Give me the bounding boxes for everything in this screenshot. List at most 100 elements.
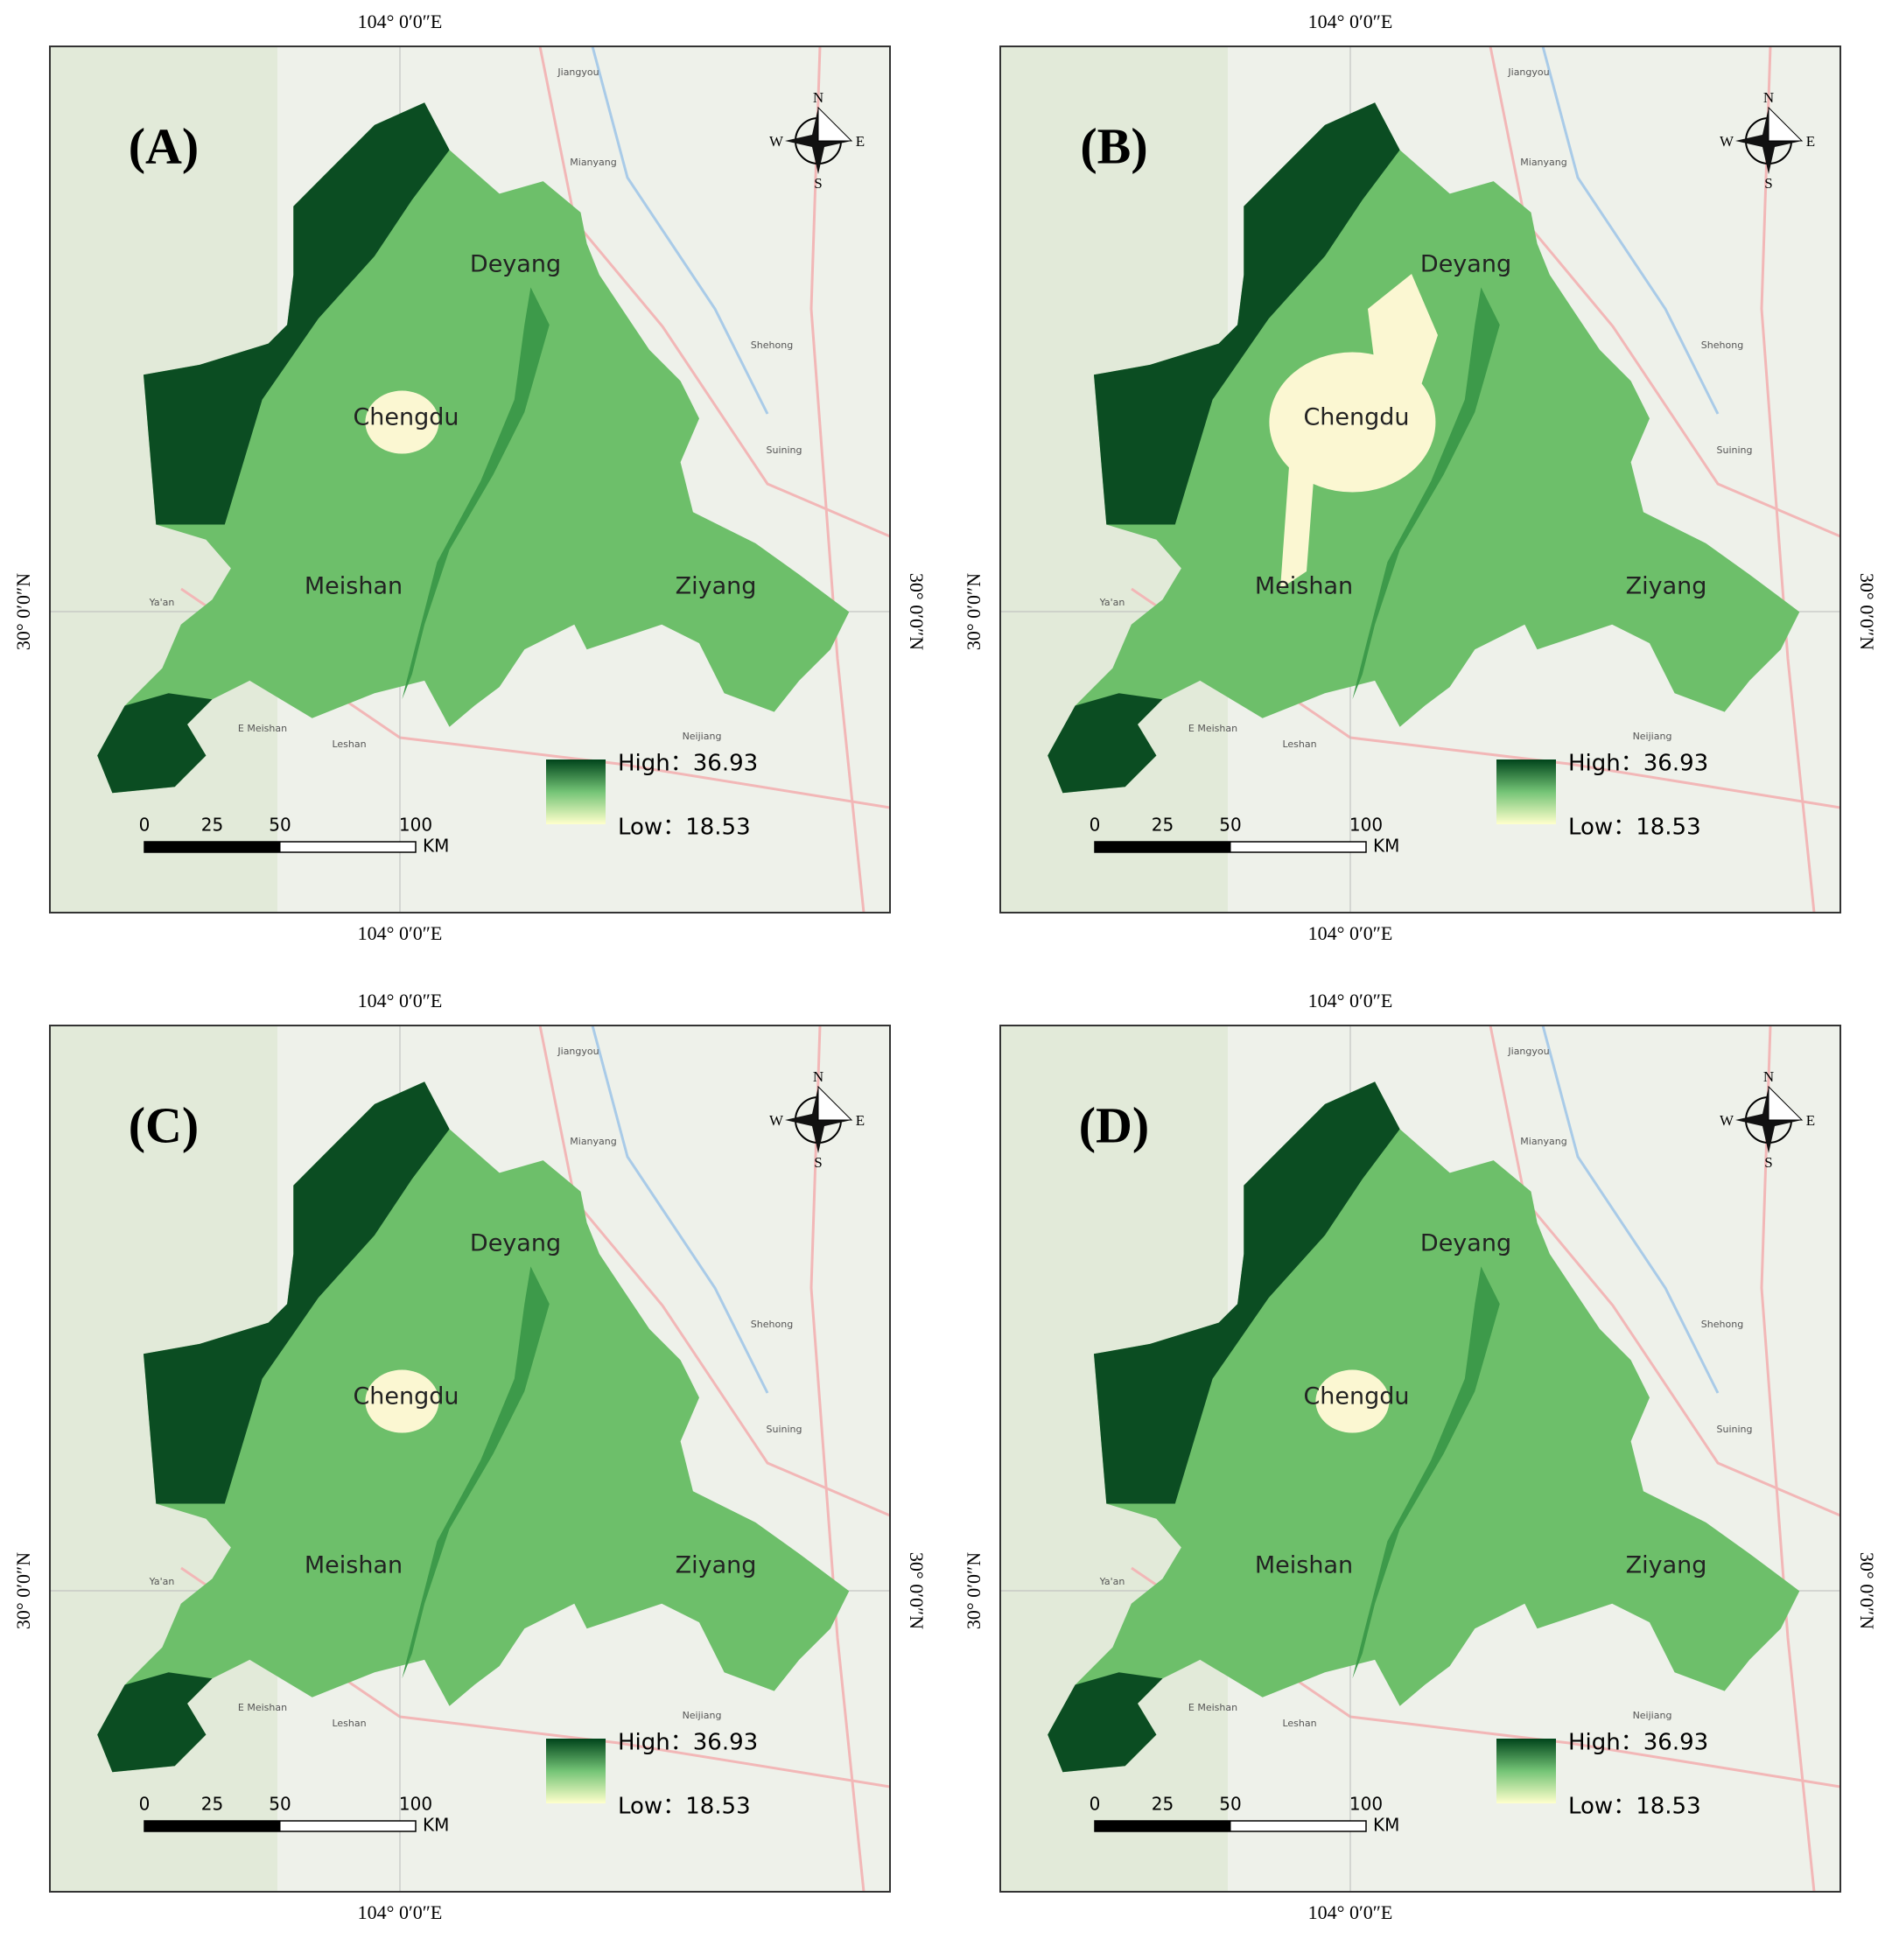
ridge xyxy=(1352,1266,1500,1679)
compass-e: E xyxy=(856,1112,865,1129)
compass-n: N xyxy=(1763,1068,1774,1085)
map-frame xyxy=(999,1025,1841,1893)
road xyxy=(809,46,865,913)
city-label: Chengdu xyxy=(1303,1383,1409,1410)
place-name: Jiangyou xyxy=(557,66,599,78)
place-name: Shehong xyxy=(1701,340,1743,351)
latitude-label-left: 30° 0′0″N xyxy=(963,1552,985,1629)
urban-area xyxy=(1280,274,1438,589)
urban-area xyxy=(1315,1369,1390,1433)
scale-tick-label: 100 xyxy=(1349,815,1383,836)
scale-tick-label: 25 xyxy=(1152,1794,1174,1815)
city-label: Ziyang xyxy=(1626,573,1707,600)
legend-high: High：36.93 xyxy=(618,1730,758,1756)
scale-tick-label: 25 xyxy=(201,815,223,836)
place-name: E Meishan xyxy=(1188,1702,1237,1713)
urban-area xyxy=(365,390,439,454)
place-name: Mianyang xyxy=(1520,157,1566,168)
high-value-area xyxy=(1048,1672,1163,1773)
city-label: Meishan xyxy=(1255,573,1353,600)
compass-star xyxy=(817,1085,853,1121)
road xyxy=(1489,46,1840,538)
city-label: Deyang xyxy=(1420,251,1511,278)
place-name: Jiangyou xyxy=(1507,1046,1549,1057)
legend-low: Low：18.53 xyxy=(618,1794,751,1820)
scale-tick-label: 50 xyxy=(1219,815,1241,836)
place-name: Leshan xyxy=(1282,1718,1316,1729)
city-label: Ziyang xyxy=(1626,1552,1707,1579)
latitude-label-right: 30° 0′0″N xyxy=(1856,573,1878,650)
place-name: Shehong xyxy=(751,340,793,351)
panel-label: (B) xyxy=(1080,117,1147,174)
place-name: Leshan xyxy=(332,738,366,750)
latitude-label-left: 30° 0′0″N xyxy=(12,573,34,650)
river xyxy=(591,1026,769,1394)
place-name: Leshan xyxy=(1282,738,1316,750)
high-value-area xyxy=(97,1672,213,1773)
compass-e: E xyxy=(856,133,865,150)
study-region xyxy=(1048,1082,1800,1773)
place-name: Shehong xyxy=(1701,1319,1743,1330)
city-label: Meishan xyxy=(305,573,403,600)
compass-star xyxy=(817,106,853,142)
place-name: E Meishan xyxy=(1188,723,1237,734)
place-name: Mianyang xyxy=(1520,1136,1566,1147)
latitude-label-right: 30° 0′0″N xyxy=(1856,1552,1878,1629)
legend-high: High：36.93 xyxy=(1568,751,1708,777)
scale-tick-label: 0 xyxy=(1090,815,1101,836)
latitude-label-right: 30° 0′0″N xyxy=(906,1552,928,1629)
river xyxy=(591,46,769,415)
place-name: Ya'an xyxy=(149,1576,175,1587)
high-value-area xyxy=(1048,693,1163,794)
compass-n: N xyxy=(1763,89,1774,106)
place-name: Neijiang xyxy=(1633,1710,1672,1721)
legend-low: Low：18.53 xyxy=(618,815,751,841)
scale-tick-label: 0 xyxy=(139,815,151,836)
place-name: Suining xyxy=(767,1424,802,1435)
map-body: Jiangyou Mianyang Shehong Suining Ya'an E Mei… xyxy=(50,1026,890,1892)
place-name: Suining xyxy=(767,444,802,456)
study-region xyxy=(97,102,850,794)
scale-tick-label: 100 xyxy=(399,815,432,836)
city-label: Deyang xyxy=(470,1230,561,1257)
city-label: Chengdu xyxy=(353,1383,459,1410)
compass-s: S xyxy=(814,1154,822,1171)
scale-unit: KM xyxy=(423,836,449,857)
study-region xyxy=(97,1082,850,1773)
place-name: Ya'an xyxy=(1099,1576,1125,1587)
longitude-label-top: 104° 0′0″E xyxy=(358,10,443,32)
place-name: Mianyang xyxy=(570,1136,616,1147)
place-name: Shehong xyxy=(751,1319,793,1330)
compass-star xyxy=(1768,106,1804,142)
scale-tick-label: 100 xyxy=(1349,1794,1383,1815)
legend-ramp xyxy=(546,1739,606,1803)
place-name: Neijiang xyxy=(683,731,722,742)
compass-w: W xyxy=(769,1112,784,1129)
map-panel: Jiangyou Mianyang Shehong Suining Ya'an E Mei… xyxy=(963,10,1878,944)
compass-n: N xyxy=(813,1068,823,1085)
compass-e: E xyxy=(1806,1112,1815,1129)
compass-w: W xyxy=(769,133,784,150)
legend-low: Low：18.53 xyxy=(1568,1794,1701,1820)
city-label: Deyang xyxy=(470,251,561,278)
scale-tick-label: 0 xyxy=(1090,1794,1101,1815)
road xyxy=(538,46,890,538)
high-value-area xyxy=(1094,1082,1400,1504)
scale-tick-label: 50 xyxy=(269,815,291,836)
road xyxy=(1760,1026,1816,1892)
city-label: Ziyang xyxy=(676,1552,757,1579)
latitude-label-left: 30° 0′0″N xyxy=(963,573,985,650)
compass: N S E W xyxy=(1720,89,1815,192)
map-body: Jiangyou Mianyang Shehong Suining Ya'an E Mei… xyxy=(50,46,890,913)
place-name: Jiangyou xyxy=(1507,66,1549,78)
place-name: Neijiang xyxy=(1633,731,1672,742)
ridge xyxy=(402,287,550,700)
panel-label: (D) xyxy=(1079,1096,1150,1153)
city-label: Deyang xyxy=(1420,1230,1511,1257)
map-body: Jiangyou Mianyang Shehong Suining Ya'an E Mei… xyxy=(1000,1026,1840,1892)
latitude-label-left: 30° 0′0″N xyxy=(12,1552,34,1629)
scale-tick-label: 50 xyxy=(269,1794,291,1815)
road xyxy=(1760,46,1816,913)
compass-s: S xyxy=(814,175,822,192)
